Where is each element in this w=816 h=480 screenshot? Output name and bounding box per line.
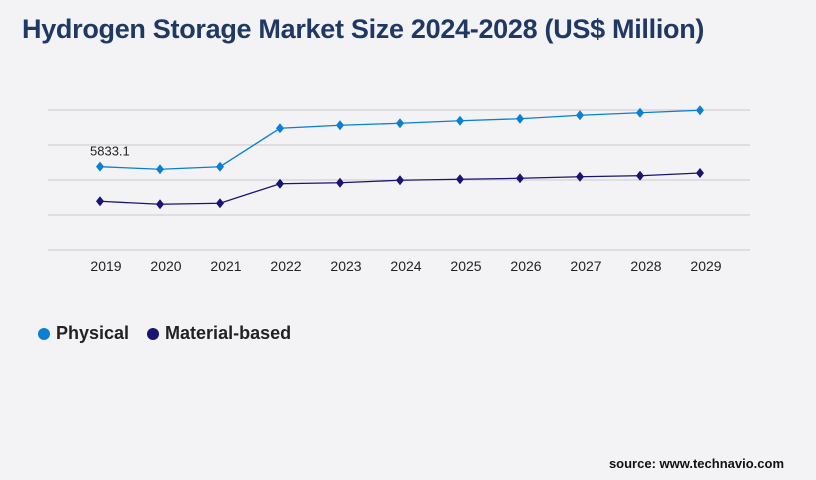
x-tick-label: 2023 [330, 258, 361, 274]
data-point [216, 161, 224, 172]
x-tick-label: 2025 [450, 258, 481, 274]
data-point [636, 170, 644, 181]
legend-marker-icon [147, 327, 160, 340]
data-point [636, 107, 644, 118]
data-point [696, 105, 704, 116]
data-point [276, 178, 284, 189]
x-tick-label: 2029 [690, 258, 721, 274]
legend-label: Material-based [165, 323, 292, 343]
legend-item-material-based[interactable]: Material-based [147, 323, 291, 344]
x-tick-label: 2019 [90, 258, 121, 274]
source-note: source: www.technavio.com [608, 456, 784, 471]
x-tick-label: 2020 [150, 258, 181, 274]
data-point [696, 168, 704, 178]
legend: Physical Material-based [38, 323, 291, 344]
data-point [576, 110, 584, 121]
data-point [396, 175, 404, 186]
data-point [336, 177, 344, 188]
legend-item-physical[interactable]: Physical [38, 323, 129, 344]
data-point [456, 174, 464, 185]
data-point [96, 196, 104, 207]
x-tick-label: 2027 [570, 258, 601, 274]
x-tick-label: 2022 [270, 258, 301, 274]
data-point [396, 118, 404, 129]
data-point [156, 164, 164, 175]
x-tick-label: 2026 [510, 258, 541, 274]
x-tick-label: 2024 [390, 258, 421, 274]
data-label: 5833.1 [90, 144, 130, 159]
legend-label: Physical [56, 323, 130, 343]
data-point [216, 198, 224, 209]
data-point [516, 173, 524, 184]
data-point [156, 199, 164, 210]
x-tick-label: 2021 [210, 258, 241, 274]
data-point [516, 113, 524, 124]
legend-marker-icon [38, 327, 50, 340]
data-point [576, 171, 584, 182]
data-point [96, 161, 104, 172]
data-point [456, 115, 464, 126]
data-point [276, 123, 284, 134]
data-point [336, 120, 344, 131]
chart-title: Hydrogen Storage Market Size 2024-2028 (… [22, 14, 705, 44]
x-tick-label: 2028 [630, 258, 661, 274]
